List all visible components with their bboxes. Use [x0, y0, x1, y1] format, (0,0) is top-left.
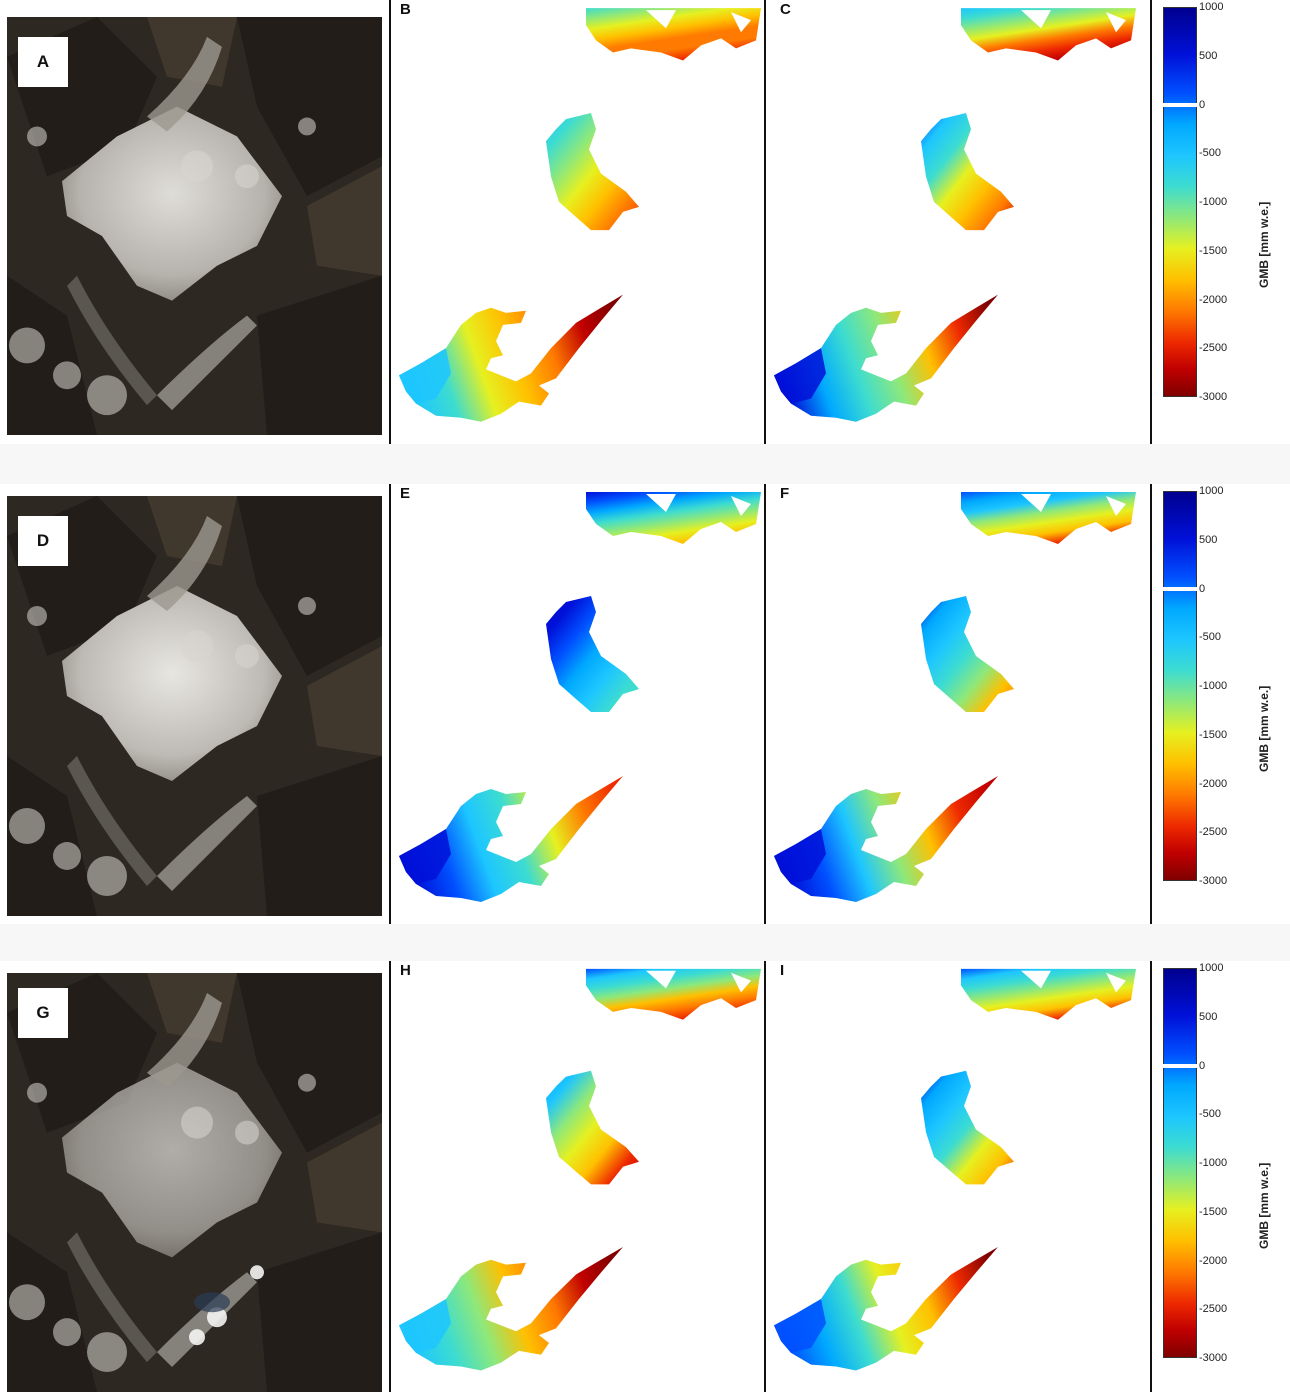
colorbar-title: GMB [mm w.e.]: [1257, 201, 1271, 288]
glacier-lower: [399, 776, 623, 902]
colorbar-gradient: [1163, 7, 1197, 397]
colorbar: 1000 500 0 -500 -1000 -1500 -2000 -2500 -3000 GMB…: [1157, 0, 1271, 444]
gmb-map-graphic: [399, 968, 761, 1371]
colorbar-tick-label: 500: [1199, 49, 1218, 62]
panel-divider: [764, 0, 766, 444]
panel-label-e: E: [400, 485, 411, 502]
colorbar-tick-label: -2500: [1199, 342, 1228, 355]
colorbar-tick-label: -2500: [1199, 1303, 1228, 1316]
panel-divider: [389, 961, 391, 1392]
satellite-image-a: [7, 17, 382, 435]
panel-divider: [1150, 484, 1152, 924]
gmb-map-graphic: [399, 8, 761, 422]
row-separator: [0, 444, 1290, 484]
colorbar-title: GMB [mm w.e.]: [1257, 1162, 1271, 1249]
figure-row-3: G H I 1000 500 0 -500 -1000 -1500 -2000 -2500 -3…: [0, 961, 1290, 1392]
colorbar: 1000 500 0 -500 -1000 -1500 -2000 -2500 -3000 GMB…: [1157, 484, 1271, 924]
panel-label-g: G: [18, 988, 68, 1038]
panel-divider: [764, 961, 766, 1392]
figure-row-1: A B C 1000 500 0 -500 -1000 -1500 -2000 -2500 -3…: [0, 0, 1290, 444]
gmb-map-e: [391, 484, 766, 924]
glacier-lower: [774, 776, 998, 902]
colorbar-tick-label: -1500: [1199, 728, 1228, 741]
glacier-top: [586, 968, 761, 1020]
colorbar-tick-label: -3000: [1199, 1352, 1228, 1364]
colorbar-tick-label: -500: [1199, 1108, 1222, 1121]
colorbar-tick-label: -1000: [1199, 680, 1228, 692]
panel-divider: [764, 484, 766, 924]
panel-label-d: D: [18, 516, 68, 566]
glacier-middle: [546, 113, 639, 231]
glacier-middle: [921, 113, 1014, 231]
colorbar-tick-label: 0: [1199, 98, 1206, 111]
colorbar-tick-label: 0: [1199, 1059, 1206, 1072]
colorbar-tick-label: -3000: [1199, 391, 1228, 403]
glacier-top: [961, 8, 1136, 61]
colorbar-tick-label: -2000: [1199, 293, 1228, 306]
colorbar-tick-label: -1500: [1199, 1205, 1228, 1218]
colorbar-tick-label: -2000: [1199, 1254, 1228, 1267]
panel-divider: [389, 0, 391, 444]
glacier-lower: [774, 1247, 998, 1371]
panel-divider: [389, 484, 391, 924]
colorbar-zero-line: [1163, 586, 1197, 591]
colorbar-gradient: [1163, 491, 1197, 881]
row-separator: [0, 924, 1290, 961]
colorbar-zero-line: [1163, 102, 1197, 107]
panel-label-a: A: [18, 37, 68, 87]
panel-divider: [1150, 0, 1152, 444]
glacier-middle: [921, 596, 1014, 712]
colorbar-tick-label: 1000: [1199, 485, 1224, 497]
gmb-map-i: [766, 961, 1141, 1392]
gmb-map-graphic: [774, 492, 1136, 902]
panel-label-b: B: [400, 1, 411, 18]
glacier-top: [961, 968, 1136, 1020]
colorbar-tick-label: -500: [1199, 147, 1222, 160]
colorbar-tick-label: 1000: [1199, 1, 1224, 13]
glacier-middle: [546, 1070, 639, 1185]
colorbar-tick-label: 500: [1199, 533, 1218, 546]
colorbar-tick-label: -1500: [1199, 244, 1228, 257]
glacier-lower: [774, 294, 998, 422]
colorbar-tick-label: -2500: [1199, 826, 1228, 839]
gmb-map-b: [391, 0, 766, 444]
colorbar-tick-label: 1000: [1199, 962, 1224, 974]
colorbar-tick-label: -2000: [1199, 777, 1228, 790]
colorbar-gradient: [1163, 968, 1197, 1358]
panel-label-i: I: [780, 962, 785, 979]
colorbar: 1000 500 0 -500 -1000 -1500 -2000 -2500 -3000 GMB…: [1157, 961, 1271, 1392]
colorbar-tick-label: -3000: [1199, 875, 1228, 887]
colorbar-tick-label: -1000: [1199, 196, 1228, 208]
colorbar-tick-label: -500: [1199, 631, 1222, 644]
colorbar-title: GMB [mm w.e.]: [1257, 685, 1271, 772]
gmb-map-h: [391, 961, 766, 1392]
gmb-map-graphic: [399, 492, 761, 902]
glacier-top: [961, 492, 1136, 544]
gmb-map-graphic: [774, 8, 1136, 422]
panel-label-f: F: [780, 485, 790, 502]
satellite-image-d: [7, 496, 382, 916]
gmb-map-graphic: [774, 968, 1136, 1371]
panel-label-c: C: [780, 1, 791, 18]
panel-divider: [1150, 961, 1152, 1392]
gmb-map-f: [766, 484, 1141, 924]
glacier-lower: [399, 1247, 623, 1371]
colorbar-tick-label: 0: [1199, 582, 1206, 595]
glacier-top: [586, 8, 761, 61]
figure-row-2: D E F 1000 500 0 -500 -1000 -1500 -2000 -2500 -3…: [0, 484, 1290, 924]
colorbar-zero-line: [1163, 1063, 1197, 1068]
colorbar-tick-label: -1000: [1199, 1157, 1228, 1169]
glacier-middle: [546, 596, 639, 712]
glacier-top: [586, 492, 761, 544]
glacier-lower: [399, 294, 623, 422]
gmb-map-c: [766, 0, 1141, 444]
glacier-middle: [921, 1070, 1014, 1185]
panel-label-h: H: [400, 962, 411, 979]
colorbar-tick-label: 500: [1199, 1010, 1218, 1023]
